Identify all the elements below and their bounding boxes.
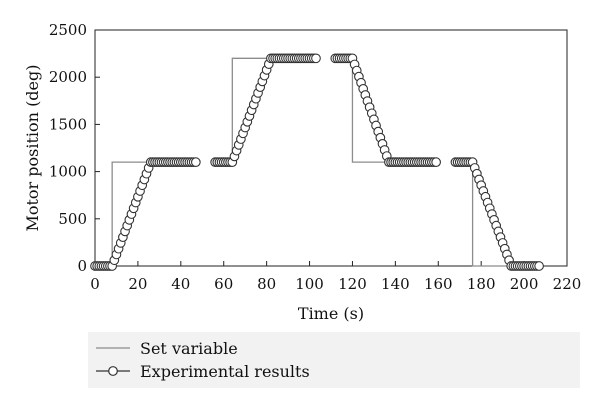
y-tick-label: 2000 bbox=[49, 68, 87, 86]
series-line-set-variable bbox=[455, 161, 540, 267]
x-tick-label: 200 bbox=[510, 275, 539, 293]
x-tick-label: 60 bbox=[214, 275, 233, 293]
legend: Set variable Experimental results bbox=[88, 332, 580, 388]
x-axis-ticks: 0 20 40 60 80 100 120 140 160 180 200 220 bbox=[90, 261, 581, 293]
x-tick-label: 160 bbox=[424, 275, 453, 293]
x-tick-label: 20 bbox=[128, 275, 147, 293]
data-point-experimental-results bbox=[311, 53, 321, 64]
data-point-experimental-results bbox=[431, 157, 441, 168]
x-tick-label: 100 bbox=[295, 275, 324, 293]
plot-frame bbox=[94, 29, 568, 267]
legend-background bbox=[88, 332, 580, 388]
y-tick-label: 1500 bbox=[49, 115, 87, 133]
y-axis-ticks: 0 500 1000 1500 2000 2500 bbox=[49, 21, 100, 275]
series-line-experimental-results bbox=[455, 161, 540, 267]
x-tick-label: 140 bbox=[381, 275, 410, 293]
y-axis-title: Motor position (deg) bbox=[23, 64, 42, 231]
x-axis-title: Time (s) bbox=[298, 304, 364, 323]
legend-label-experimental-results: Experimental results bbox=[140, 362, 310, 381]
series-layer bbox=[90, 53, 544, 271]
legend-label-set-variable: Set variable bbox=[140, 339, 238, 358]
x-tick-label: 80 bbox=[257, 275, 276, 293]
y-tick-label: 0 bbox=[77, 257, 87, 275]
y-tick-label: 500 bbox=[58, 210, 87, 228]
data-point-experimental-results bbox=[534, 261, 544, 271]
legend-marker-experimental-results bbox=[108, 366, 118, 376]
data-point-experimental-results bbox=[190, 157, 201, 168]
x-tick-label: 120 bbox=[338, 275, 367, 293]
x-tick-label: 0 bbox=[90, 275, 100, 293]
y-tick-label: 2500 bbox=[49, 21, 87, 39]
x-tick-label: 220 bbox=[553, 275, 582, 293]
x-tick-label: 40 bbox=[171, 275, 190, 293]
y-tick-label: 1000 bbox=[49, 163, 87, 181]
x-tick-label: 180 bbox=[467, 275, 496, 293]
